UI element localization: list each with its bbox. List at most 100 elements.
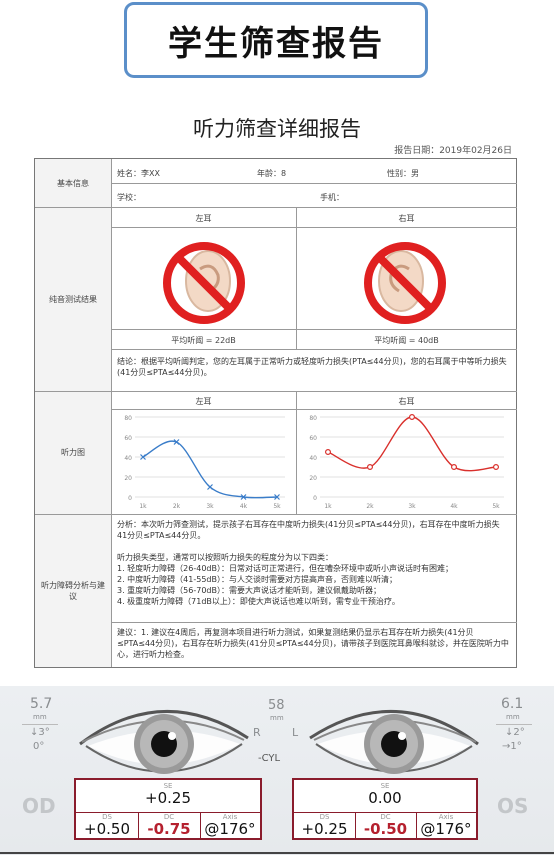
x-tick-label: 3k <box>206 503 214 510</box>
data-point <box>493 463 500 470</box>
od-se-label: SE <box>163 782 173 790</box>
left-ear-heading: 左耳 <box>195 214 212 223</box>
data-point <box>408 413 415 421</box>
refraction-panel: 5.7 mm ↓3° 0° OD 6.1 mm ↓2° →1° OS 58 mm… <box>0 686 554 855</box>
y-tick-label: 0 <box>128 495 132 502</box>
y-tick-label: 80 <box>309 415 317 422</box>
data-point <box>173 439 180 445</box>
od-rx-box: SE +0.25 DS DC Axis +0.50 -0.75 @176° <box>74 778 262 840</box>
suggestion-text: 建议：1. 建议在4周后，再复测本项目进行听力测试，如果复测结果仍显示右耳存在听… <box>117 628 509 659</box>
data-point <box>451 463 458 470</box>
y-tick-label: 80 <box>124 415 132 422</box>
os-se-value: 0.00 <box>368 789 402 807</box>
os-axis-value: @176° <box>420 820 472 838</box>
basic-info-label: 基本信息 <box>57 178 89 188</box>
left-eye-letter: L <box>292 726 299 739</box>
od-top-value: 5.7 <box>30 696 53 712</box>
x-tick-label: 5k <box>273 503 281 510</box>
advice-line: 分析：本次听力筛查测试，提示孩子右耳存在中度听力损失(41分贝≤PTA≤44分贝… <box>117 520 500 529</box>
data-point <box>207 484 213 490</box>
od-dc-label: DC <box>163 813 175 821</box>
series-line <box>327 416 497 472</box>
x-tick-label: 1k <box>324 503 332 510</box>
advice-label: 听力障碍分析与建议 <box>41 580 105 601</box>
school-field: 学校： <box>117 193 141 202</box>
name-field: 姓名：李XX <box>117 169 160 178</box>
os-unit: mm <box>506 713 520 721</box>
od-ds-value: +0.50 <box>84 820 130 838</box>
od-ds-label: DS <box>102 813 112 821</box>
series-line <box>142 440 278 499</box>
gender-field: 性别：男 <box>387 169 419 178</box>
od-label: OD <box>22 794 56 818</box>
os-rx-box: SE 0.00 DS DC Axis +0.25 -0.50 @176° <box>292 778 478 840</box>
os-base: →1° <box>502 741 522 752</box>
data-point <box>140 454 146 460</box>
left-chart-title: 左耳 <box>195 397 212 406</box>
os-ds-value: +0.25 <box>301 820 348 838</box>
audiogram-label: 听力图 <box>61 448 85 457</box>
os-prism: ↓2° <box>505 727 525 738</box>
label-column <box>35 159 111 667</box>
data-point <box>240 494 247 500</box>
right-eye-letter: R <box>253 726 261 739</box>
y-tick-label: 40 <box>124 455 132 462</box>
od-axis-value: @176° <box>204 820 256 838</box>
title-box: 学生筛查报告 <box>124 2 428 78</box>
advice-text: 分析：本次听力筛查测试，提示孩子右耳存在中度听力损失(41分贝≤PTA≤44分贝… <box>117 519 509 607</box>
right-ear-heading: 右耳 <box>398 214 415 223</box>
report-date: 报告日期：2019年02月26日 <box>394 146 512 156</box>
y-tick-label: 0 <box>313 495 317 502</box>
os-top-value: 6.1 <box>501 696 524 712</box>
cyl-label: -CYL <box>258 753 281 764</box>
right-eye-icon <box>79 710 249 774</box>
advice-line: 1. 轻度听力障碍（26-40dB）：日常对话可正常进行，但在嘈杂环境中或听小声… <box>117 564 453 573</box>
advice-line: 2. 中度听力障碍（41-55dB）：与人交谈时需要对方提高声音，否则难以听清； <box>117 575 397 584</box>
age-field: 年龄：8 <box>257 169 287 178</box>
x-tick-label: 3k <box>408 503 416 510</box>
page-title: 学生筛查报告 <box>168 23 384 64</box>
advice-line: 3. 重度听力障碍（56-70dB）：需要大声说话才能听到，建议佩戴助听器； <box>117 586 381 595</box>
od-dc-value: -0.75 <box>147 820 191 838</box>
pure-tone-label: 纯音测试结果 <box>49 294 97 304</box>
right-chart-title: 右耳 <box>398 397 415 406</box>
od-se-value: +0.25 <box>145 789 191 807</box>
left-threshold: 平均听阈 = 22dB <box>171 336 236 345</box>
os-dc-value: -0.50 <box>363 820 408 838</box>
advice-line: 听力损失类型，通常可以按照听力损失的程度分为以下四类： <box>117 553 333 562</box>
y-tick-label: 60 <box>309 435 317 442</box>
x-tick-label: 4k <box>450 503 458 510</box>
os-axis-label: Axis <box>438 813 454 821</box>
x-tick-label: 1k <box>139 503 147 510</box>
pd-unit: mm <box>270 714 284 722</box>
data-point <box>366 463 373 470</box>
od-axis-label: Axis <box>222 813 238 821</box>
y-tick-label: 20 <box>124 475 132 482</box>
advice-line: 4. 极重度听力障碍（71dB以上）：即使大声说话也难以听到，需专业干预治疗。 <box>117 597 400 606</box>
pure-tone-conclusion: 结论：根据平均听阈判定，您的左耳属于正常听力或轻度听力损失(PTA≤44分贝)，… <box>117 357 507 377</box>
od-unit: mm <box>33 713 47 721</box>
os-se-label: SE <box>380 782 390 790</box>
left-ear-prohibited-icon <box>163 242 245 324</box>
right-ear-chart: 80 60 40 20 0 1k 2k 3k 4k 5k <box>309 413 504 510</box>
os-dc-label: DC <box>380 813 391 821</box>
y-tick-label: 20 <box>309 475 317 482</box>
left-eye-icon <box>309 710 479 774</box>
right-threshold: 平均听阈 = 40dB <box>374 336 439 345</box>
pd-value: 58 <box>268 698 285 713</box>
data-point <box>325 448 332 455</box>
left-ear-chart: 80 60 40 20 0 1k 2k 3k 4k 5k <box>124 415 285 510</box>
y-tick-label: 40 <box>309 455 317 462</box>
report-table: 基本信息 姓名：李XX 年龄：8 性别：男 学校： 手机： 纯音测试结果 左耳 … <box>34 158 517 668</box>
x-tick-label: 5k <box>492 503 500 510</box>
os-ds-label: DS <box>319 813 330 821</box>
advice-line <box>117 541 509 552</box>
report-title: 听力筛查详细报告 <box>193 117 361 141</box>
phone-field: 手机： <box>320 193 344 202</box>
y-tick-label: 60 <box>124 435 132 442</box>
x-tick-label: 4k <box>240 503 248 510</box>
os-label: OS <box>497 794 529 818</box>
od-prism: ↓3° <box>30 727 50 738</box>
x-tick-label: 2k <box>173 503 181 510</box>
data-point <box>274 494 280 500</box>
